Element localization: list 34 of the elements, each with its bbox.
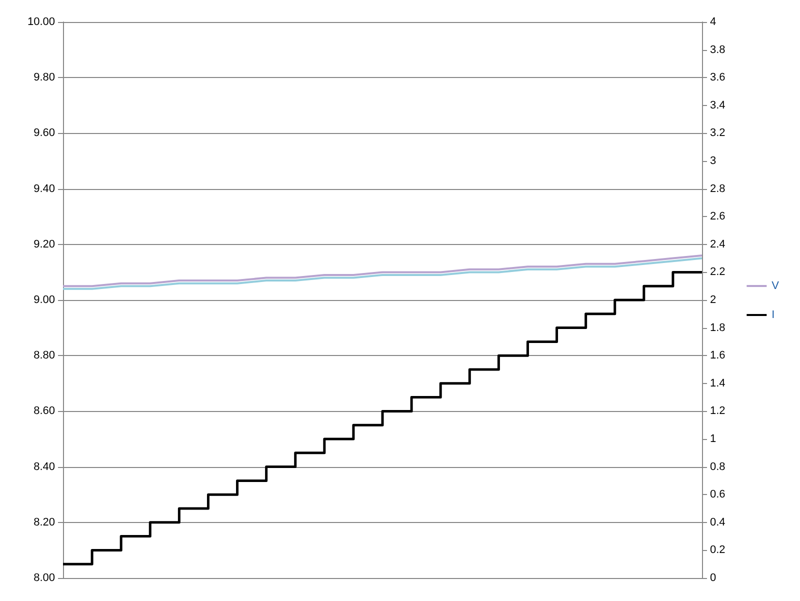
y2-tick-label: 3.4 (710, 99, 726, 112)
y2-tick-label: 0.8 (710, 460, 726, 473)
y2-tick-label: 2 (710, 294, 716, 306)
y2-tick-label: 2.8 (710, 182, 726, 195)
y-tick-label: 9.40 (34, 182, 55, 195)
y2-tick-label: 3.8 (710, 44, 726, 56)
y-tick-label: 8.80 (34, 350, 55, 362)
y-tick-label: 9.00 (34, 294, 55, 306)
y-tick-label: 10.00 (27, 16, 55, 28)
y-tick-label: 8.40 (34, 460, 55, 473)
y2-tick-label: 3.6 (710, 72, 726, 84)
y2-tick-label: 1.2 (710, 405, 726, 418)
y-tick-label: 8.60 (34, 405, 55, 418)
y2-tick-label: 0.4 (710, 516, 726, 528)
y2-tick-label: 1.4 (710, 377, 726, 390)
y-tick-label: 9.60 (34, 127, 55, 140)
y2-tick-label: 1.8 (710, 322, 726, 334)
y2-tick-label: 2.6 (710, 210, 726, 223)
y2-tick-label: 0.2 (710, 544, 726, 556)
y2-tick-label: 0 (710, 572, 716, 584)
legend-label: I (772, 309, 775, 321)
y2-tick-label: 3.2 (710, 127, 726, 140)
y-tick-label: 8.20 (34, 516, 55, 528)
y2-tick-label: 0.6 (710, 488, 726, 501)
y-tick-label: 8.00 (34, 572, 55, 584)
y-tick-label: 9.80 (34, 72, 55, 84)
y2-tick-label: 2.2 (710, 266, 726, 278)
y2-tick-label: 4 (710, 16, 716, 28)
legend-label: V (772, 280, 780, 292)
y2-tick-label: 1.6 (710, 350, 726, 362)
y2-tick-label: 3 (710, 155, 716, 167)
y2-tick-label: 2.4 (710, 238, 726, 250)
y-tick-label: 9.20 (34, 238, 55, 250)
y2-tick-label: 1 (710, 433, 716, 445)
